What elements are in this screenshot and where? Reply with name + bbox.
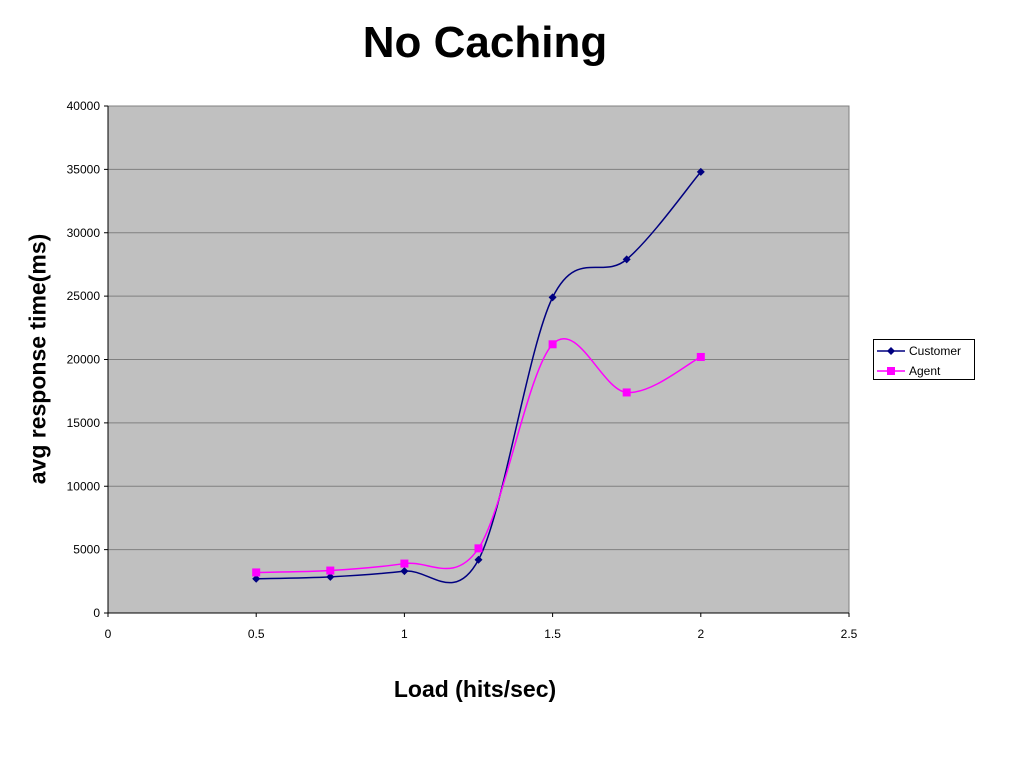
series-markers xyxy=(252,167,705,583)
axes xyxy=(104,105,850,617)
data-point-customer xyxy=(400,567,409,576)
legend-item-customer: Customer xyxy=(874,342,974,360)
y-tick-label: 40000 xyxy=(67,99,101,113)
y-tick-label: 5000 xyxy=(73,543,100,557)
square-marker-icon xyxy=(887,367,895,375)
legend-swatch-agent xyxy=(877,367,905,375)
y-tick-label: 0 xyxy=(93,606,100,620)
x-axis-label: Load (hits/sec) xyxy=(393,676,557,702)
diamond-marker-icon xyxy=(887,347,895,355)
gridlines xyxy=(108,105,849,551)
y-tick-label: 15000 xyxy=(67,416,101,430)
x-tick-label: 2 xyxy=(697,627,704,641)
data-point-agent xyxy=(622,388,631,397)
data-point-customer xyxy=(696,167,705,176)
x-tick-label: 2.5 xyxy=(841,627,858,641)
x-tick-labels: 0 0.5 1 1.5 2 2.5 xyxy=(105,627,858,641)
data-point-customer xyxy=(326,572,335,581)
y-axis-label: avg response time(ms) xyxy=(24,233,51,485)
y-tick-label: 30000 xyxy=(67,226,101,240)
data-point-customer xyxy=(252,574,261,583)
data-point-agent xyxy=(252,568,261,577)
y-tick-label: 10000 xyxy=(67,479,101,493)
legend-label-customer: Customer xyxy=(909,344,962,358)
legend-swatch-customer xyxy=(877,347,905,355)
y-tick-labels: 0 5000 10000 15000 20000 25000 30000 35000 40000 xyxy=(67,99,101,620)
x-tick-label: 0 xyxy=(105,627,112,641)
y-tick-label: 35000 xyxy=(67,162,101,176)
data-point-agent xyxy=(400,559,409,568)
data-point-customer xyxy=(622,255,631,264)
data-point-agent xyxy=(696,352,705,361)
legend: Customer Agent xyxy=(873,339,975,380)
x-tick-label: 0.5 xyxy=(248,627,265,641)
data-point-customer xyxy=(474,555,483,564)
data-point-agent xyxy=(474,544,483,553)
data-point-agent xyxy=(326,566,335,575)
y-tick-label: 25000 xyxy=(67,289,101,303)
data-point-agent xyxy=(548,340,557,349)
y-tick-label: 20000 xyxy=(67,353,101,367)
x-tick-label: 1.5 xyxy=(544,627,561,641)
data-point-customer xyxy=(548,293,557,302)
legend-label-agent: Agent xyxy=(909,364,941,378)
chart-title: No Caching xyxy=(362,18,608,67)
x-tick-label: 1 xyxy=(401,627,408,641)
legend-item-agent: Agent xyxy=(874,362,974,380)
